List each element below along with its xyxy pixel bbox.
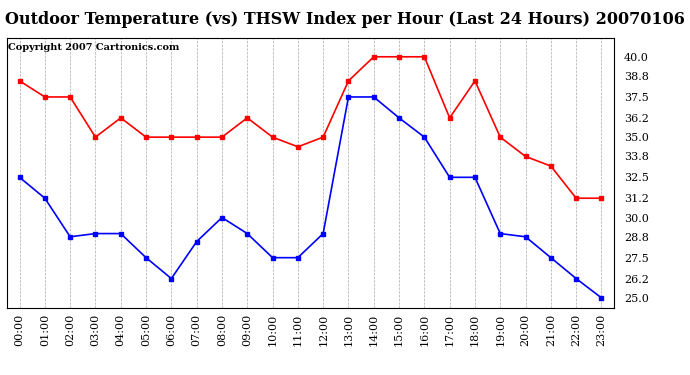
Text: Copyright 2007 Cartronics.com: Copyright 2007 Cartronics.com xyxy=(8,43,179,52)
Text: Outdoor Temperature (vs) THSW Index per Hour (Last 24 Hours) 20070106: Outdoor Temperature (vs) THSW Index per … xyxy=(5,11,685,28)
